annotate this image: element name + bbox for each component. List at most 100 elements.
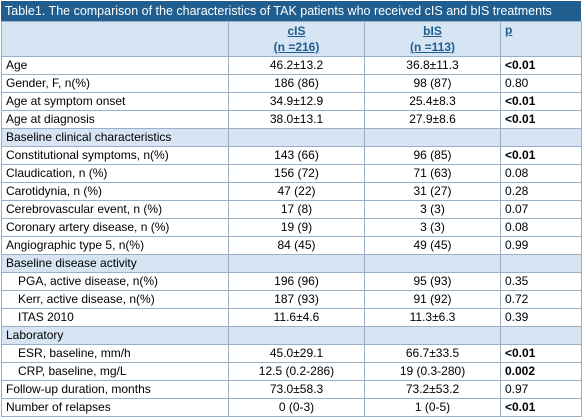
table-row: Cerebrovascular event, n (%) 17 (8) 3 (3) 0… xyxy=(1,200,582,219)
header-row: cIS (n =216) bIS (n =113) p xyxy=(1,21,582,57)
header-cis-name: cIS xyxy=(287,24,306,38)
section-empty-cell xyxy=(364,128,501,147)
p-value: <0.01 xyxy=(500,344,582,363)
bis-value: 66.7±33.5 xyxy=(364,344,501,363)
section-empty-cell xyxy=(500,128,582,147)
cis-value: 196 (96) xyxy=(228,272,365,291)
bis-value: 95 (93) xyxy=(364,272,501,291)
section-empty-cell xyxy=(228,326,365,345)
section-empty-cell xyxy=(228,128,365,147)
table-row: Age at diagnosis 38.0±13.1 27.9±8.6 <0.01 xyxy=(1,110,582,129)
cis-value: 12.5 (0.2-286) xyxy=(228,362,365,381)
cis-value: 11.6±4.6 xyxy=(228,308,365,327)
table-row: Kerr, active disease, n(%) 187 (93) 91 (92… xyxy=(1,290,582,309)
row-label: ITAS 2010 xyxy=(1,308,229,327)
p-value: 0.99 xyxy=(500,236,582,255)
cis-value: 84 (45) xyxy=(228,236,365,255)
table-row: CRP, baseline, mg/L 12.5 (0.2-286) 19 (0.3… xyxy=(1,362,582,381)
section-row: Laboratory xyxy=(1,326,582,345)
cis-value: 143 (66) xyxy=(228,146,365,165)
p-value: <0.01 xyxy=(500,146,582,165)
bis-value: 49 (45) xyxy=(364,236,501,255)
cis-value: 34.9±12.9 xyxy=(228,92,365,111)
p-value: 0.35 xyxy=(500,272,582,291)
p-value: 0.08 xyxy=(500,164,582,183)
comparison-table: cIS (n =216) bIS (n =113) p Age 46.2±13.2… xyxy=(1,21,582,417)
bis-value: 3 (3) xyxy=(364,218,501,237)
bis-value: 19 (0.3-280) xyxy=(364,362,501,381)
row-label: Age at symptom onset xyxy=(1,92,229,111)
section-label: Baseline disease activity xyxy=(1,254,229,273)
cis-value: 38.0±13.1 xyxy=(228,110,365,129)
bis-value: 31 (27) xyxy=(364,182,501,201)
header-empty xyxy=(1,21,229,57)
p-value: <0.01 xyxy=(500,92,582,111)
row-label: Claudication, n (%) xyxy=(1,164,229,183)
header-cis: cIS (n =216) xyxy=(228,21,365,57)
cis-value: 156 (72) xyxy=(228,164,365,183)
section-empty-cell xyxy=(500,254,582,273)
section-row: Baseline clinical characteristics xyxy=(1,128,582,147)
header-bis-name: bIS xyxy=(423,24,442,38)
table-row: PGA, active disease, n(%) 196 (96) 95 (93)… xyxy=(1,272,582,291)
header-p-label: p xyxy=(505,23,513,37)
p-value: 0.07 xyxy=(500,200,582,219)
p-value: 0.28 xyxy=(500,182,582,201)
p-value: 0.80 xyxy=(500,74,582,93)
cis-value: 45.0±29.1 xyxy=(228,344,365,363)
header-p: p xyxy=(500,21,582,57)
section-empty-cell xyxy=(364,254,501,273)
row-label: Follow-up duration, months xyxy=(1,380,229,399)
table-row: Coronary artery disease, n (%) 19 (9) 3 (3… xyxy=(1,218,582,237)
cis-value: 46.2±13.2 xyxy=(228,56,365,75)
bis-value: 3 (3) xyxy=(364,200,501,219)
bis-value: 11.3±6.3 xyxy=(364,308,501,327)
row-label: ESR, baseline, mm/h xyxy=(1,344,229,363)
p-value: 0.08 xyxy=(500,218,582,237)
row-label: Angiographic type 5, n(%) xyxy=(1,236,229,255)
table-title: Table1. The comparison of the characteri… xyxy=(1,1,581,21)
cis-value: 73.0±58.3 xyxy=(228,380,365,399)
row-label: Gender, F, n(%) xyxy=(1,74,229,93)
row-label: PGA, active disease, n(%) xyxy=(1,272,229,291)
bis-value: 71 (63) xyxy=(364,164,501,183)
row-label: CRP, baseline, mg/L xyxy=(1,362,229,381)
table-row: Gender, F, n(%) 186 (86) 98 (87) 0.80 xyxy=(1,74,582,93)
row-label: Age at diagnosis xyxy=(1,110,229,129)
bis-value: 27.9±8.6 xyxy=(364,110,501,129)
row-label: Cerebrovascular event, n (%) xyxy=(1,200,229,219)
cis-value: 19 (9) xyxy=(228,218,365,237)
row-label: Constitutional symptoms, n(%) xyxy=(1,146,229,165)
bis-value: 98 (87) xyxy=(364,74,501,93)
header-bis: bIS (n =113) xyxy=(364,21,501,57)
cis-value: 187 (93) xyxy=(228,290,365,309)
table-row: ESR, baseline, mm/h 45.0±29.1 66.7±33.5 <0.… xyxy=(1,344,582,363)
row-label: Age xyxy=(1,56,229,75)
bis-value: 91 (92) xyxy=(364,290,501,309)
p-value: 0.97 xyxy=(500,380,582,399)
p-value: 0.72 xyxy=(500,290,582,309)
header-cis-n: (n =216) xyxy=(273,40,320,54)
section-row: Baseline disease activity xyxy=(1,254,582,273)
p-value: <0.01 xyxy=(500,110,582,129)
p-value: <0.01 xyxy=(500,56,582,75)
table-row: Carotidynia, n (%) 47 (22) 31 (27) 0.28 xyxy=(1,182,582,201)
table-row: ITAS 2010 11.6±4.6 11.3±6.3 0.39 xyxy=(1,308,582,327)
row-label: Kerr, active disease, n(%) xyxy=(1,290,229,309)
p-value: 0.002 xyxy=(500,362,582,381)
row-label: Carotidynia, n (%) xyxy=(1,182,229,201)
table-row: Age 46.2±13.2 36.8±11.3 <0.01 xyxy=(1,56,582,75)
section-empty-cell xyxy=(500,326,582,345)
cis-value: 47 (22) xyxy=(228,182,365,201)
table-row: Angiographic type 5, n(%) 84 (45) 49 (45) 0… xyxy=(1,236,582,255)
p-value: 0.39 xyxy=(500,308,582,327)
table-row: Age at symptom onset 34.9±12.9 25.4±8.3 <0.… xyxy=(1,92,582,111)
header-bis-n: (n =113) xyxy=(409,40,456,54)
section-label: Baseline clinical characteristics xyxy=(1,128,229,147)
table-row: Constitutional symptoms, n(%) 143 (66) 96 … xyxy=(1,146,582,165)
table-row: Follow-up duration, months 73.0±58.3 73.2±… xyxy=(1,380,582,399)
cis-value: 17 (8) xyxy=(228,200,365,219)
bis-value: 73.2±53.2 xyxy=(364,380,501,399)
section-empty-cell xyxy=(364,326,501,345)
